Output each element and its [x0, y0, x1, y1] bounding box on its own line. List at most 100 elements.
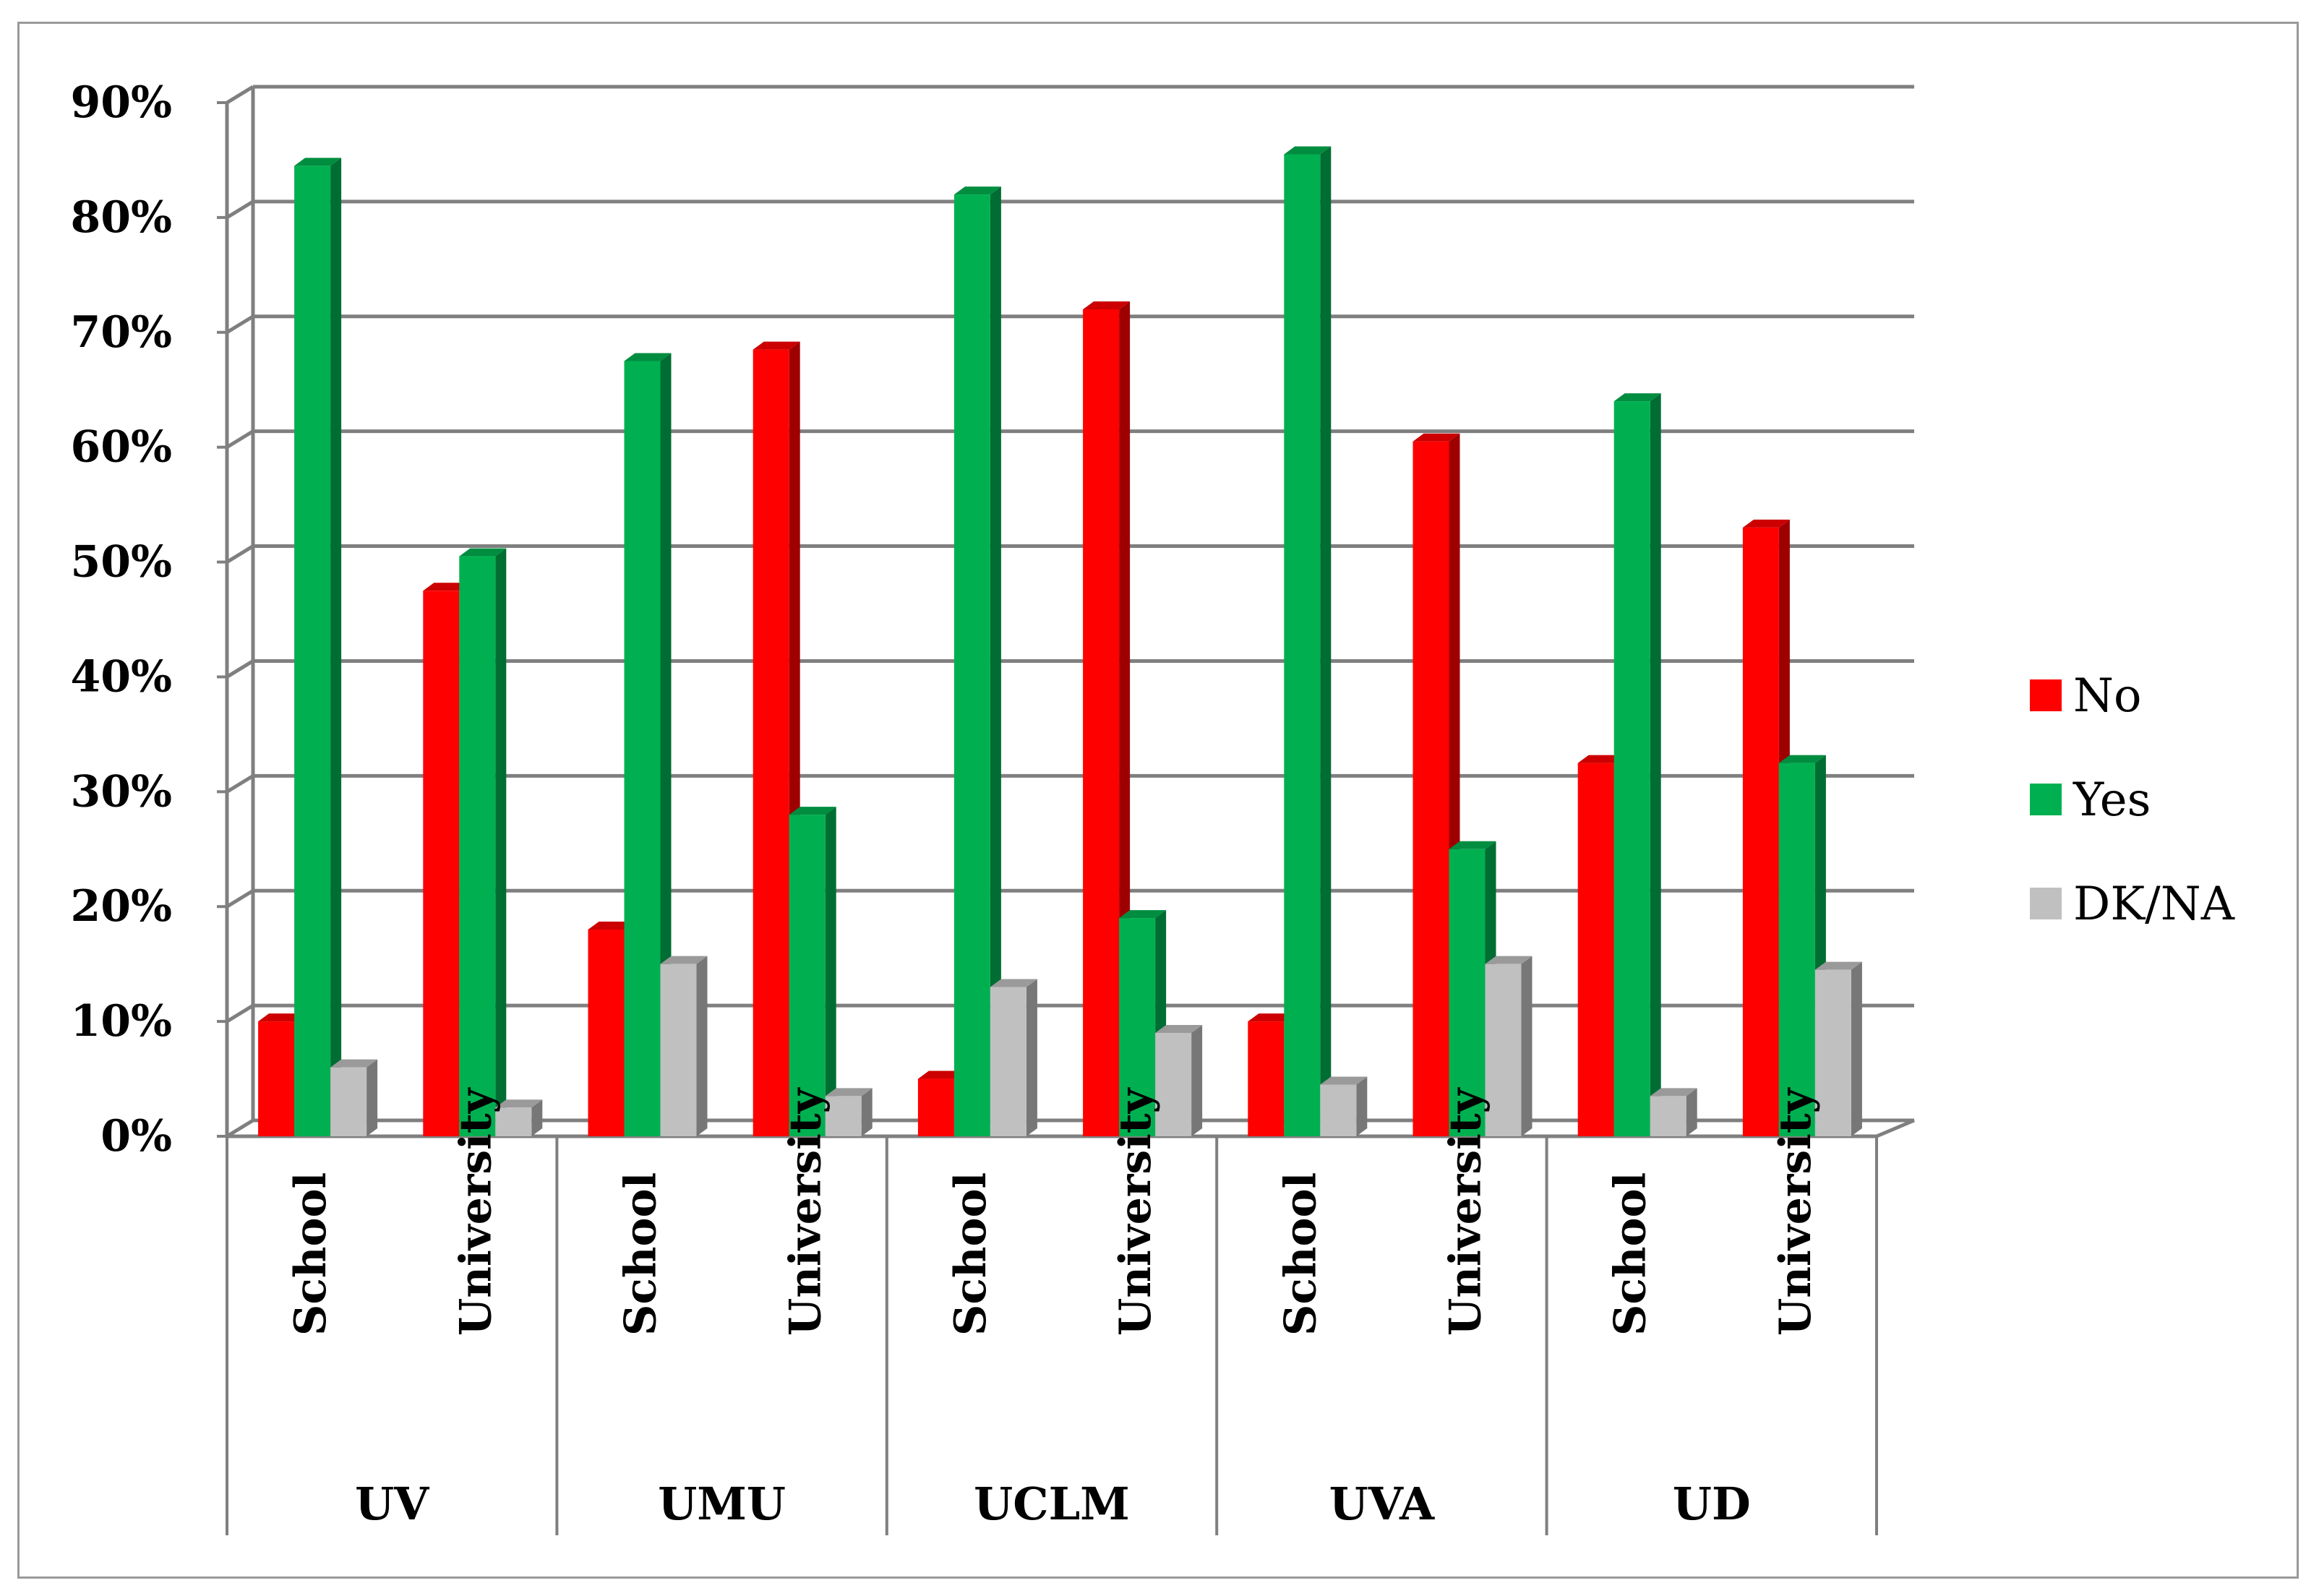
bar-side — [1191, 1025, 1203, 1136]
bar — [1814, 969, 1851, 1136]
bar — [423, 591, 460, 1136]
bar — [1577, 763, 1614, 1136]
category-label: School — [286, 1172, 336, 1336]
y-tick-label: 80% — [70, 192, 172, 243]
bar — [825, 1096, 862, 1136]
bar — [1155, 1033, 1192, 1136]
bar-top — [990, 979, 1037, 987]
bar — [459, 556, 496, 1136]
category-label: School — [616, 1172, 666, 1336]
y-tick-label: 30% — [70, 766, 172, 817]
y-tick-label: 10% — [70, 996, 172, 1047]
bar-top — [258, 1013, 306, 1022]
bar-top — [423, 583, 471, 591]
bar-top — [1320, 1076, 1368, 1085]
bar-side — [1686, 1088, 1697, 1136]
category-label: University — [450, 1086, 501, 1336]
bar-side — [330, 158, 342, 1136]
bar-top — [1155, 1025, 1203, 1033]
floor-edge — [1876, 1118, 1915, 1138]
bar — [953, 194, 990, 1137]
bar-top — [1248, 1013, 1295, 1022]
legend-label: Yes — [2072, 773, 2151, 827]
category-label: University — [781, 1086, 831, 1336]
gridline-side — [226, 1118, 254, 1138]
bar — [660, 964, 697, 1136]
gridline-side — [226, 774, 254, 794]
bar-top — [624, 353, 672, 361]
bar — [1083, 309, 1120, 1136]
gridline-side — [226, 429, 254, 449]
bar — [1320, 1084, 1357, 1136]
bar-side — [990, 186, 1001, 1137]
bar — [1284, 154, 1321, 1136]
bar-side — [495, 548, 507, 1136]
bar — [990, 987, 1026, 1136]
axis-labels: 0% 10% 20% 30% 40% 50% 60% 70% 80% 90% School Unive… — [70, 77, 1820, 1530]
legend-swatch — [2030, 679, 2062, 711]
bar-top — [753, 341, 800, 350]
bar-top — [1778, 755, 1826, 763]
bar-side — [367, 1059, 378, 1136]
bar-top — [1650, 1088, 1697, 1097]
gridline-side — [226, 544, 254, 564]
bar-top — [294, 158, 342, 166]
bar-side — [1650, 393, 1661, 1136]
bar — [1119, 918, 1156, 1136]
bar — [1742, 527, 1779, 1136]
bar-top — [1814, 961, 1862, 970]
bar-top — [330, 1059, 378, 1068]
bar-top — [1613, 393, 1661, 402]
category-label: University — [1441, 1086, 1491, 1336]
bar-top — [1485, 956, 1533, 964]
group-label: UV — [355, 1477, 429, 1530]
bar — [1413, 441, 1449, 1136]
legend-label: No — [2073, 669, 2142, 723]
legend-label: DK/NA — [2073, 878, 2235, 931]
group-label: UMU — [658, 1477, 786, 1530]
category-label: School — [946, 1172, 996, 1336]
bar-side — [1026, 979, 1037, 1136]
bar-top — [495, 1099, 543, 1108]
bar-side — [825, 807, 836, 1136]
bar-top — [1577, 755, 1625, 763]
bar-top — [660, 956, 708, 964]
bar-top — [1119, 910, 1167, 919]
category-label: School — [1275, 1172, 1326, 1336]
y-tick-label: 90% — [70, 77, 172, 128]
y-tick-label: 70% — [70, 307, 172, 358]
group-label: UD — [1673, 1477, 1751, 1530]
bar — [753, 349, 789, 1137]
bar-top — [1742, 519, 1790, 528]
legend: No Yes DK/NA — [2030, 669, 2235, 931]
bar-top — [459, 548, 507, 557]
bar-side — [1851, 961, 1862, 1136]
group-label: UVA — [1329, 1477, 1435, 1530]
y-tick-label: 40% — [70, 651, 172, 702]
y-tick-label: 50% — [70, 537, 172, 588]
group-label: UCLM — [974, 1477, 1130, 1530]
bar — [258, 1021, 295, 1136]
bar — [1449, 849, 1486, 1136]
gridline-side — [226, 85, 254, 105]
y-tick-label: 0% — [100, 1111, 172, 1162]
bar-side — [531, 1099, 543, 1136]
bar-top — [917, 1071, 965, 1079]
bar-side — [660, 353, 672, 1136]
bar — [294, 166, 331, 1136]
bar — [624, 361, 661, 1136]
legend-swatch — [2030, 888, 2062, 919]
category-label: University — [1110, 1086, 1161, 1336]
bar — [330, 1067, 367, 1136]
bars — [258, 146, 1862, 1137]
bar — [495, 1107, 532, 1136]
bar-top — [588, 922, 635, 930]
bar-top — [1449, 841, 1496, 849]
gridline-side — [226, 200, 254, 220]
gridline-side — [226, 1003, 254, 1024]
bar-top — [1083, 301, 1131, 309]
bar-top — [953, 186, 1001, 195]
bar — [1613, 401, 1650, 1136]
bar-top — [825, 1088, 873, 1097]
